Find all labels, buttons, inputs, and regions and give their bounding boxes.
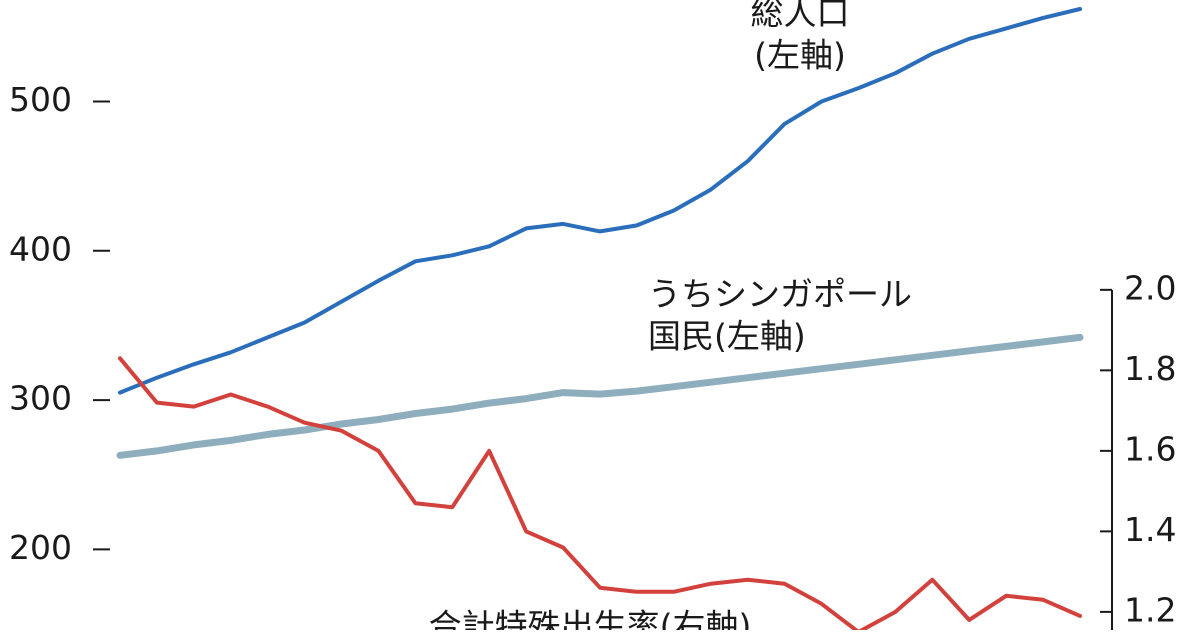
series-label: 合計特殊出生率(右軸) [429, 607, 752, 631]
line-series [116, 333, 1084, 459]
y-tick-label: 400 [9, 229, 72, 268]
line-series [118, 356, 1082, 634]
y2-tick-label: 2.0 [1124, 268, 1176, 307]
y-tick-label: 300 [9, 379, 72, 418]
line-series [118, 7, 1082, 395]
y2-tick-label: 1.8 [1124, 349, 1176, 388]
y-tick-label: 200 [9, 528, 72, 567]
series-label: 総人口 [751, 0, 850, 33]
series-label: (左軸) [754, 36, 846, 75]
y2-tick-label: 1.2 [1124, 590, 1176, 629]
series-label: うちシンガポール [648, 275, 912, 314]
y-tick-label: 500 [9, 80, 72, 119]
series-label: 国民(左軸) [648, 317, 806, 356]
y2-tick-label: 1.6 [1124, 429, 1176, 468]
y2-tick-label: 1.4 [1124, 510, 1176, 549]
